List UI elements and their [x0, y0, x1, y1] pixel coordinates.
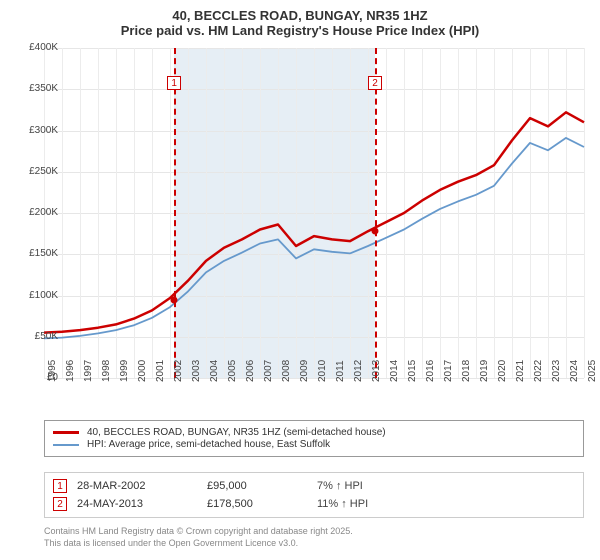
sale-diff: 7% ↑ HPI	[317, 480, 427, 492]
x-tick-label: 2006	[245, 360, 256, 382]
sales-table-row: 2 24-MAY-2013 £178,500 11% ↑ HPI	[45, 495, 583, 513]
title-line-1: 40, BECCLES ROAD, BUNGAY, NR35 1HZ	[10, 8, 590, 23]
sale-price: £95,000	[207, 480, 307, 492]
sale-date: 24-MAY-2013	[77, 498, 197, 510]
x-tick-label: 2003	[191, 360, 202, 382]
sale-point-dot	[171, 296, 178, 303]
legend-item: 40, BECCLES ROAD, BUNGAY, NR35 1HZ (semi…	[53, 427, 575, 438]
series-line	[44, 112, 584, 332]
y-tick-label: £350K	[18, 83, 58, 94]
legend-swatch	[53, 444, 79, 446]
sale-price: £178,500	[207, 498, 307, 510]
y-tick-label: £300K	[18, 125, 58, 136]
sale-index-box: 1	[53, 479, 67, 493]
x-tick-label: 2012	[353, 360, 364, 382]
sale-marker-box: 2	[368, 76, 382, 90]
legend-label: 40, BECCLES ROAD, BUNGAY, NR35 1HZ (semi…	[87, 427, 386, 438]
legend: 40, BECCLES ROAD, BUNGAY, NR35 1HZ (semi…	[44, 420, 584, 457]
legend-item: HPI: Average price, semi-detached house,…	[53, 439, 575, 450]
x-tick-label: 2005	[227, 360, 238, 382]
footer-line-1: Contains HM Land Registry data © Crown c…	[44, 526, 584, 538]
x-tick-label: 2017	[443, 360, 454, 382]
x-tick-label: 2023	[551, 360, 562, 382]
plot-area: 12	[44, 48, 584, 378]
series-line	[44, 138, 584, 339]
sales-table-row: 1 28-MAR-2002 £95,000 7% ↑ HPI	[45, 477, 583, 495]
chart-title: 40, BECCLES ROAD, BUNGAY, NR35 1HZ Price…	[0, 0, 600, 42]
x-tick-label: 2013	[371, 360, 382, 382]
sale-diff: 11% ↑ HPI	[317, 498, 427, 510]
y-tick-label: £200K	[18, 207, 58, 218]
sale-date: 28-MAR-2002	[77, 480, 197, 492]
line-series	[44, 48, 584, 378]
x-tick-label: 1995	[47, 360, 58, 382]
footer-attribution: Contains HM Land Registry data © Crown c…	[44, 526, 584, 549]
x-tick-label: 1998	[101, 360, 112, 382]
x-tick-label: 2016	[425, 360, 436, 382]
x-tick-label: 2022	[533, 360, 544, 382]
y-tick-label: £250K	[18, 166, 58, 177]
sale-point-dot	[372, 227, 379, 234]
sale-index-box: 2	[53, 497, 67, 511]
y-tick-label: £50K	[18, 331, 58, 342]
x-tick-label: 2009	[299, 360, 310, 382]
chart-container: 40, BECCLES ROAD, BUNGAY, NR35 1HZ Price…	[0, 0, 600, 560]
x-tick-label: 2014	[389, 360, 400, 382]
sale-dashed-line	[375, 48, 377, 378]
x-tick-label: 2007	[263, 360, 274, 382]
sale-marker-box: 1	[167, 76, 181, 90]
x-tick-label: 2002	[173, 360, 184, 382]
x-tick-label: 2010	[317, 360, 328, 382]
x-tick-label: 2004	[209, 360, 220, 382]
x-tick-label: 2020	[497, 360, 508, 382]
x-tick-label: 2011	[335, 360, 346, 382]
x-tick-label: 2008	[281, 360, 292, 382]
x-tick-label: 2024	[569, 360, 580, 382]
x-tick-label: 2001	[155, 360, 166, 382]
x-tick-label: 1997	[83, 360, 94, 382]
y-tick-label: £400K	[18, 42, 58, 53]
x-tick-label: 2021	[515, 360, 526, 382]
footer-line-2: This data is licensed under the Open Gov…	[44, 538, 584, 550]
x-tick-label: 1999	[119, 360, 130, 382]
legend-label: HPI: Average price, semi-detached house,…	[87, 439, 330, 450]
y-tick-label: £150K	[18, 248, 58, 259]
y-tick-label: £100K	[18, 290, 58, 301]
x-tick-label: 2018	[461, 360, 472, 382]
x-tick-label: 2000	[137, 360, 148, 382]
sales-table: 1 28-MAR-2002 £95,000 7% ↑ HPI 2 24-MAY-2013 £…	[44, 472, 584, 518]
sale-dashed-line	[174, 48, 176, 378]
title-line-2: Price paid vs. HM Land Registry's House …	[10, 23, 590, 38]
x-tick-label: 1996	[65, 360, 76, 382]
x-tick-label: 2015	[407, 360, 418, 382]
legend-swatch	[53, 431, 79, 434]
x-tick-label: 2025	[587, 360, 598, 382]
x-tick-label: 2019	[479, 360, 490, 382]
